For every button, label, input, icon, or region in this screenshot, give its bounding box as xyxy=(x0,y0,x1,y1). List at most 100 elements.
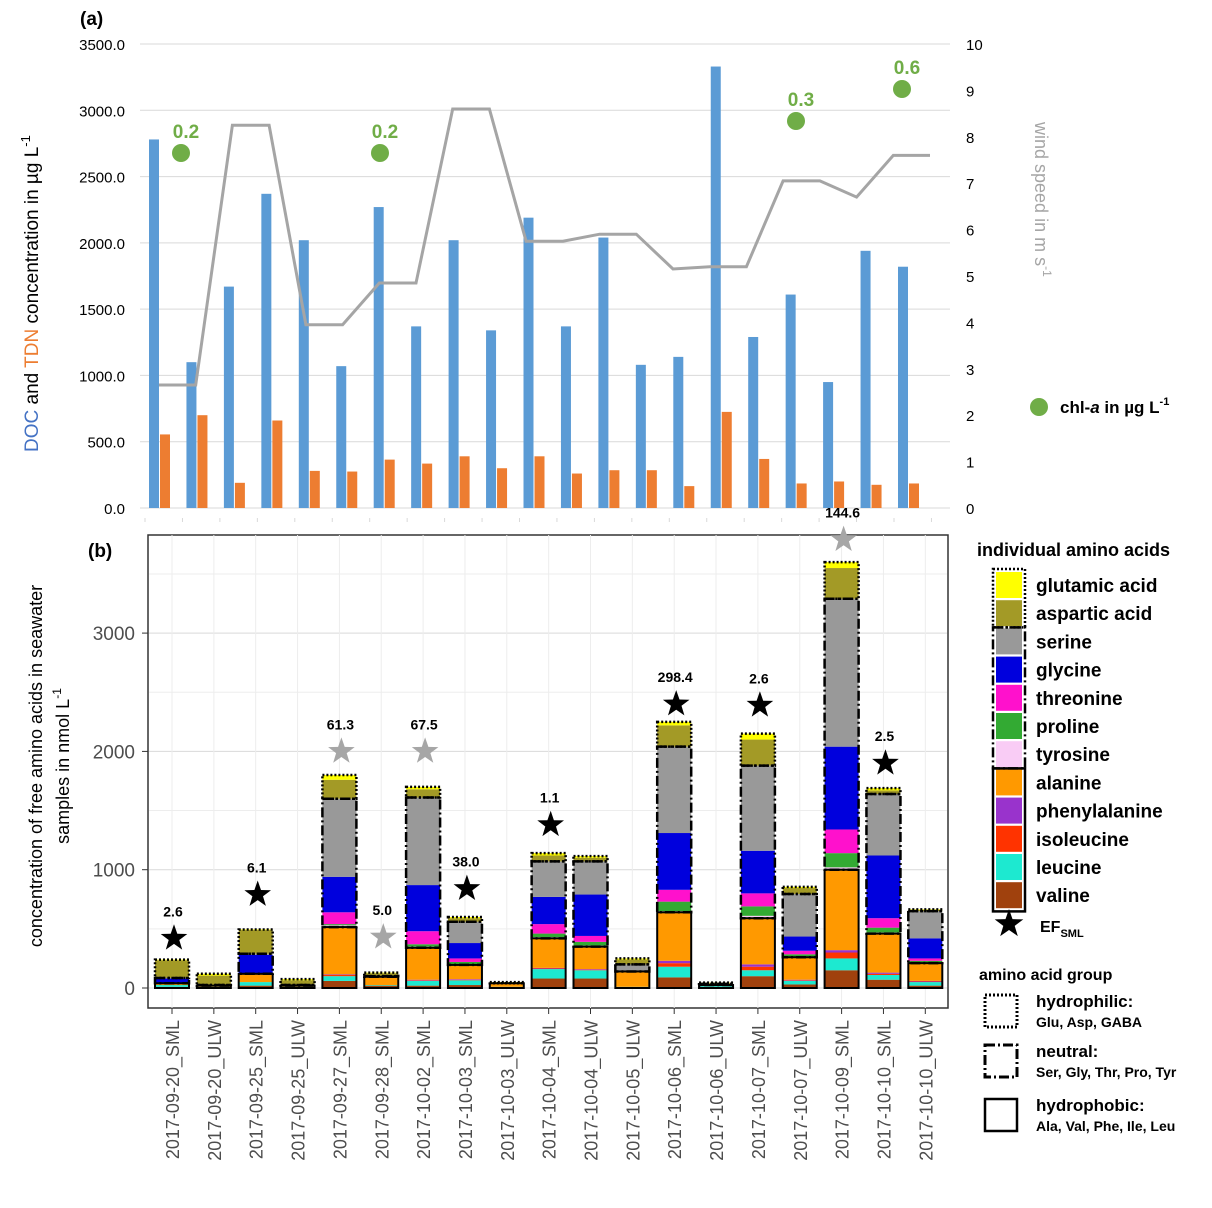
stack-segment-alanine xyxy=(908,963,943,981)
stack-segment-threonine xyxy=(322,912,357,925)
ef-star xyxy=(872,749,899,775)
stack-segment-proline xyxy=(406,944,441,947)
stack-segment-proline xyxy=(824,853,859,868)
panel-b-x-tick-label: 2017-09-20_ULW xyxy=(205,1020,226,1161)
hydrophilic-outline xyxy=(614,957,651,966)
hydrophilic-outline xyxy=(363,971,400,978)
panel-a-left-tick-label: 1000.0 xyxy=(79,368,125,385)
stack-segment-phenylalanine xyxy=(657,960,692,964)
tdn-bar xyxy=(234,482,245,508)
legend-swatch-proline xyxy=(996,713,1022,739)
ef-value-label: 2.5 xyxy=(875,728,895,744)
hydrophobic-outline xyxy=(572,945,609,989)
stack-segment-alanine xyxy=(573,946,608,970)
stack-segment-aspartic-acid xyxy=(238,930,273,954)
stack-segment-glutamic-acid xyxy=(322,775,357,780)
ef-value-label: 38.0 xyxy=(452,854,479,870)
ef-value-label: 1.1 xyxy=(540,790,560,806)
stack-segment-phenylalanine xyxy=(322,974,357,975)
stack-segment-aspartic-acid xyxy=(155,960,189,978)
panel-b-x-tick-label: 2017-10-04_SML xyxy=(540,1020,561,1159)
stack-segment-glycine xyxy=(908,938,943,959)
chla-value-label: 0.2 xyxy=(372,122,398,143)
hydrophilic-outline xyxy=(488,980,526,985)
neutral-outline xyxy=(865,792,902,935)
neutral-outline xyxy=(153,976,191,985)
hydrophobic-outline xyxy=(823,868,860,990)
group-legend-title: amino acid group xyxy=(979,967,1113,984)
neutral-outline xyxy=(572,860,609,948)
hydrophilic-outline xyxy=(195,972,233,987)
stack-segment-aspartic-acid xyxy=(531,855,566,862)
hydrophilic-outline xyxy=(739,732,777,767)
group-legend-box-dotted xyxy=(983,993,1019,1029)
legend-swatch-glycine xyxy=(996,656,1022,683)
stack-segment-valine xyxy=(782,984,817,988)
stack-segment-leucine xyxy=(155,985,189,987)
hydrophobic-outline xyxy=(363,975,400,989)
amino-acid-legend: glutamic acid aspartic acid serine glycine t… xyxy=(991,567,1163,913)
chla-value-label: 0.6 xyxy=(894,58,920,79)
stack-segment-glycine xyxy=(406,885,441,932)
panel-a-left-tick-label: 0.0 xyxy=(104,501,125,518)
stack-segment-proline xyxy=(908,960,943,963)
group-legend-members: Ser, Gly, Thr, Pro, Tyr xyxy=(1036,1064,1177,1080)
stack-segment-leucine xyxy=(364,985,399,986)
stack-segment-isoleucine xyxy=(866,973,901,975)
ef-legend-star xyxy=(994,909,1024,937)
panel-b: (b) 0 1000 2000 3000 2.6 6.1 61.3 5.0 67.5 38.0 1… xyxy=(26,505,1177,1161)
hydrophilic-outline xyxy=(865,786,902,796)
stack-segment-aspartic-acid xyxy=(782,888,817,894)
legend-label-glutamic-acid: glutamic acid xyxy=(1036,576,1157,597)
panel-a-right-tick-label: 1 xyxy=(966,455,974,472)
legend-label-aspartic-acid: aspartic acid xyxy=(1036,604,1152,625)
stack-segment-leucine xyxy=(447,980,482,986)
panel-b-x-tick-label: 2017-09-20_SML xyxy=(163,1020,184,1159)
stack-segment-isoleucine xyxy=(322,974,357,977)
stack-segment-glycine xyxy=(531,896,566,925)
panel-b-x-tick-label: 2017-10-05_ULW xyxy=(623,1020,644,1161)
panel-a-right-tick-label: 5 xyxy=(966,269,974,286)
panel-b-y-tick-label: 3000 xyxy=(93,624,135,645)
legend-hydrophilic-frame xyxy=(991,567,1027,629)
stack-segment-alanine xyxy=(322,927,357,975)
stack-segment-threonine xyxy=(573,935,608,942)
tdn-bar xyxy=(197,415,208,508)
doc-bar xyxy=(748,336,759,508)
ef-star xyxy=(453,874,481,900)
hydrophobic-outline xyxy=(237,972,274,990)
panel-a-left-tick-label: 500.0 xyxy=(87,435,125,452)
stack-segment-proline xyxy=(782,954,817,957)
panel-a: (a) 0.0 500.0 1000.0 1500.0 2000.0 2500.0 3000… xyxy=(18,9,1169,522)
legend-swatch-alanine xyxy=(996,769,1022,796)
stack-segment-isoleucine xyxy=(531,968,566,970)
stack-segment-serine xyxy=(447,921,482,944)
neutral-outline xyxy=(321,797,358,929)
ef-star xyxy=(537,810,564,837)
panel-b-x-tick-label: 2017-10-03_ULW xyxy=(498,1020,519,1161)
stack-segment-proline xyxy=(531,933,566,938)
chla-legend-marker xyxy=(1030,398,1048,416)
stack-segment-valine xyxy=(824,970,859,988)
stack-segment-valine xyxy=(657,977,692,988)
chla-point xyxy=(172,144,190,162)
stack-segment-glycine xyxy=(866,855,901,919)
y-axis-title-line2-sup: -1 xyxy=(50,688,64,699)
legend-swatch-aspartic-acid xyxy=(996,600,1022,627)
stack-segment-isoleucine xyxy=(824,952,859,959)
tdn-bar xyxy=(534,456,545,508)
stack-segment-valine xyxy=(322,980,357,988)
legend-label-isoleucine: isoleucine xyxy=(1036,830,1129,851)
stack-segment-aspartic-acid xyxy=(322,779,357,799)
hydrophobic-outline xyxy=(321,926,358,989)
chla-legend-italic: a xyxy=(1090,398,1099,417)
neutral-outline xyxy=(363,974,400,979)
doc-bar xyxy=(823,382,834,508)
stack-segment-proline xyxy=(447,961,482,965)
panel-b-y-tick-label: 1000 xyxy=(93,861,135,882)
ef-star xyxy=(160,924,188,950)
stack-segment-phenylalanine xyxy=(824,950,859,953)
panel-a-left-tick-label: 1500.0 xyxy=(79,302,125,319)
stack-segment-alanine xyxy=(740,918,775,965)
